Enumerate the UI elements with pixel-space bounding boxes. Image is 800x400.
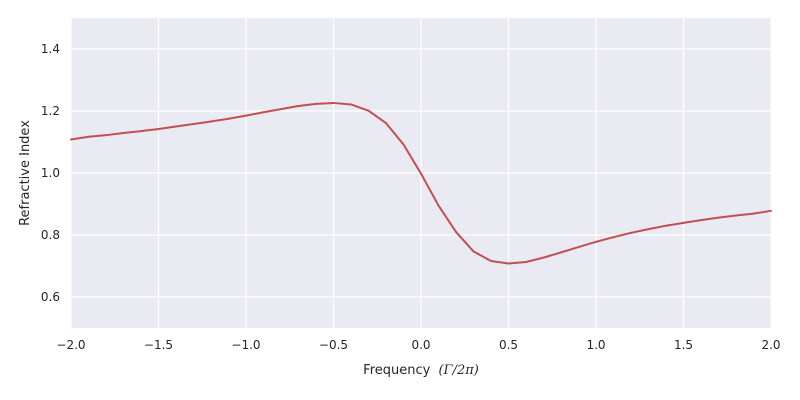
x-axis-label-math: (Γ/2π) bbox=[438, 363, 478, 378]
data-point bbox=[455, 231, 457, 233]
x-axis-label: Frequency (Γ/2π) bbox=[363, 363, 479, 378]
data-point bbox=[210, 121, 212, 123]
data-point bbox=[315, 103, 317, 105]
x-tick-label: −1.5 bbox=[144, 338, 173, 352]
x-tick-labels: −2.0 −1.5 −1.0 −0.5 0.0 0.5 1.0 1.5 2.0 bbox=[56, 338, 780, 352]
data-point bbox=[525, 261, 527, 263]
data-point bbox=[473, 250, 475, 252]
data-point bbox=[508, 263, 510, 265]
data-point bbox=[595, 241, 597, 243]
data-point bbox=[245, 115, 247, 117]
y-tick-label: 0.8 bbox=[41, 228, 60, 242]
data-point bbox=[718, 217, 720, 219]
data-point bbox=[70, 139, 72, 141]
data-point bbox=[193, 123, 195, 125]
data-point bbox=[683, 222, 685, 224]
data-point bbox=[578, 246, 580, 248]
data-point bbox=[88, 136, 90, 138]
data-point bbox=[368, 110, 370, 112]
data-point bbox=[560, 251, 562, 253]
data-point bbox=[438, 205, 440, 207]
y-tick-label: 1.2 bbox=[41, 104, 60, 118]
y-tick-label: 1.0 bbox=[41, 166, 60, 180]
y-tick-labels: 0.6 0.8 1.0 1.2 1.4 bbox=[41, 42, 60, 304]
data-point bbox=[228, 118, 230, 120]
data-point bbox=[280, 108, 282, 110]
data-point bbox=[403, 143, 405, 145]
data-point bbox=[613, 236, 615, 238]
data-point bbox=[385, 122, 387, 124]
data-point bbox=[490, 260, 492, 262]
data-point bbox=[630, 232, 632, 234]
x-tick-label: −2.0 bbox=[56, 338, 85, 352]
data-point bbox=[158, 128, 160, 130]
y-tick-label: 0.6 bbox=[41, 290, 60, 304]
x-tick-label: 2.0 bbox=[761, 338, 780, 352]
x-tick-label: 0.5 bbox=[499, 338, 518, 352]
data-point bbox=[543, 257, 545, 259]
y-tick-label: 1.4 bbox=[41, 42, 60, 56]
data-point bbox=[648, 228, 650, 230]
data-point bbox=[770, 210, 772, 212]
data-point bbox=[665, 225, 667, 227]
data-point bbox=[420, 173, 422, 175]
x-tick-label: −0.5 bbox=[319, 338, 348, 352]
data-point bbox=[175, 126, 177, 128]
data-point bbox=[753, 213, 755, 215]
data-point bbox=[263, 111, 265, 113]
data-point bbox=[298, 105, 300, 107]
data-point bbox=[105, 134, 107, 136]
x-tick-label: 1.5 bbox=[674, 338, 693, 352]
data-point bbox=[700, 219, 702, 221]
data-point bbox=[140, 130, 142, 132]
x-tick-label: −1.0 bbox=[231, 338, 260, 352]
x-axis-label-text: Frequency bbox=[363, 363, 430, 378]
x-tick-label: 1.0 bbox=[586, 338, 605, 352]
x-tick-label: 0.0 bbox=[411, 338, 430, 352]
data-point bbox=[123, 132, 125, 134]
y-axis-label: Refractive Index bbox=[18, 120, 33, 226]
data-point bbox=[333, 102, 335, 104]
data-point bbox=[735, 214, 737, 216]
data-point bbox=[350, 103, 352, 105]
